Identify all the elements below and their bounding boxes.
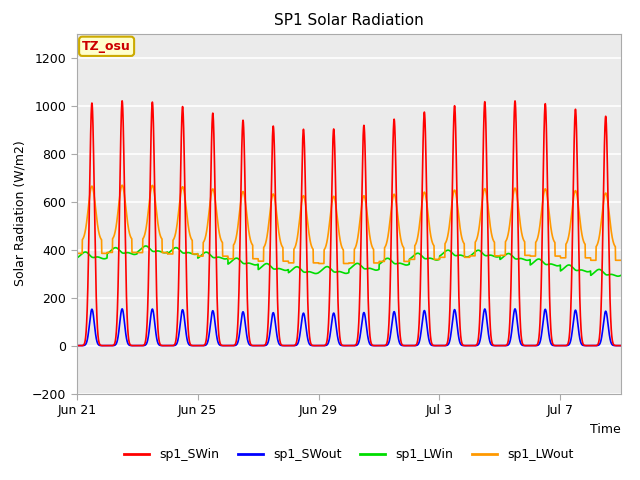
sp1_LWin <box>170 245 178 251</box>
Line: sp1_SWin: sp1_SWin <box>77 101 621 346</box>
sp1_LWin <box>611 273 618 278</box>
Line: sp1_LWout: sp1_LWout <box>77 185 621 264</box>
sp1_SWin <box>170 342 178 348</box>
sp1_SWin <box>255 343 263 348</box>
sp1_SWout <box>397 342 404 348</box>
sp1_LWout <box>173 219 181 225</box>
sp1_SWout <box>118 306 126 312</box>
sp1_LWout <box>170 235 178 241</box>
Line: sp1_LWin: sp1_LWin <box>77 246 621 276</box>
sp1_SWout <box>173 339 181 345</box>
Text: TZ_osu: TZ_osu <box>82 40 131 53</box>
sp1_SWin <box>397 335 404 341</box>
sp1_LWin <box>95 254 102 260</box>
Line: sp1_SWout: sp1_SWout <box>77 309 621 346</box>
sp1_SWout <box>255 343 263 348</box>
sp1_SWin <box>617 343 625 348</box>
sp1_LWin <box>397 261 404 266</box>
X-axis label: Time: Time <box>590 422 621 435</box>
sp1_LWout <box>611 243 618 249</box>
sp1_SWin <box>118 98 126 104</box>
sp1_SWin <box>73 343 81 348</box>
sp1_SWin <box>611 342 618 348</box>
sp1_LWin <box>73 255 81 261</box>
sp1_LWin <box>255 266 263 272</box>
sp1_SWin <box>95 339 102 345</box>
Y-axis label: Solar Radiation (W/m2): Solar Radiation (W/m2) <box>13 141 26 287</box>
sp1_LWin <box>614 273 622 279</box>
sp1_LWout <box>397 235 404 240</box>
sp1_SWout <box>73 343 81 348</box>
sp1_LWout <box>73 251 81 256</box>
sp1_LWout <box>617 257 625 263</box>
sp1_LWin <box>617 273 625 278</box>
sp1_SWin <box>173 318 181 324</box>
sp1_LWout <box>255 258 263 264</box>
sp1_LWin <box>142 243 150 249</box>
sp1_SWout <box>170 343 178 348</box>
sp1_LWout <box>118 182 126 188</box>
sp1_LWout <box>315 261 323 266</box>
sp1_LWout <box>95 229 102 235</box>
sp1_SWout <box>617 343 625 348</box>
sp1_SWout <box>95 342 102 348</box>
Legend: sp1_SWin, sp1_SWout, sp1_LWin, sp1_LWout: sp1_SWin, sp1_SWout, sp1_LWin, sp1_LWout <box>119 443 579 466</box>
Title: SP1 Solar Radiation: SP1 Solar Radiation <box>274 13 424 28</box>
sp1_LWin <box>173 245 181 251</box>
sp1_SWout <box>611 343 618 348</box>
